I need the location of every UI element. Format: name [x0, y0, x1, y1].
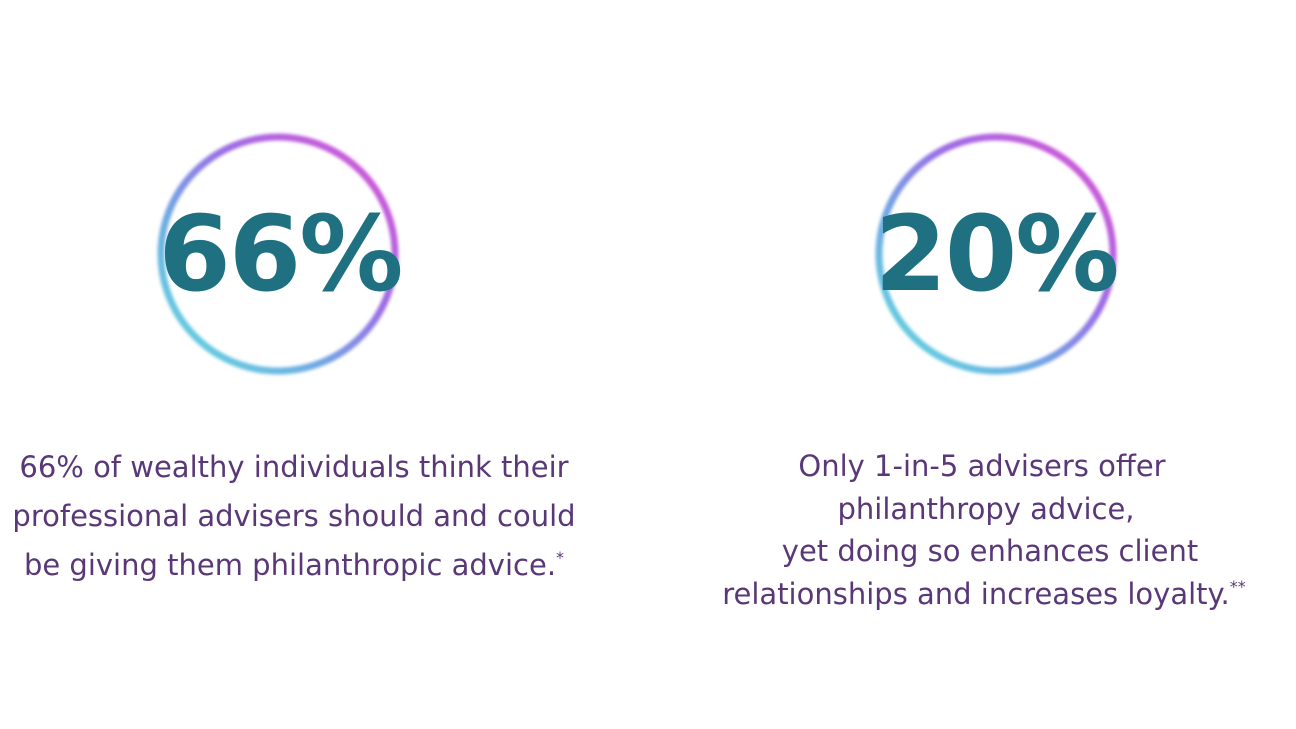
stat-card: 66% 66% of wealthy individuals think the…	[12, 133, 576, 582]
stat-text: Only 1-in-5 advisers offer	[798, 449, 1165, 483]
stat-text: professional advisers should and could	[12, 499, 575, 533]
footnote-mark: **	[1230, 577, 1246, 596]
stat-text-line: be giving them philanthropic advice.	[24, 548, 556, 582]
ring	[875, 133, 1117, 375]
stat-text: relationships and increases loyalty.**	[722, 577, 1246, 611]
stat-text: be giving them philanthropic advice.*	[24, 548, 564, 582]
stat-text: philanthropy advice,	[837, 492, 1134, 526]
stat-figure: 66%	[159, 193, 402, 315]
stat-figure: 20%	[875, 193, 1118, 315]
footnote-mark: *	[556, 548, 564, 567]
stat-card: 20% Only 1-in-5 advisers offer philanthr…	[722, 133, 1246, 611]
stat-text: yet doing so enhances client	[782, 534, 1198, 568]
ring	[157, 133, 399, 375]
stat-text-line: relationships and increases loyalty.	[722, 577, 1230, 611]
stat-text: 66% of wealthy individuals think their	[19, 450, 568, 484]
